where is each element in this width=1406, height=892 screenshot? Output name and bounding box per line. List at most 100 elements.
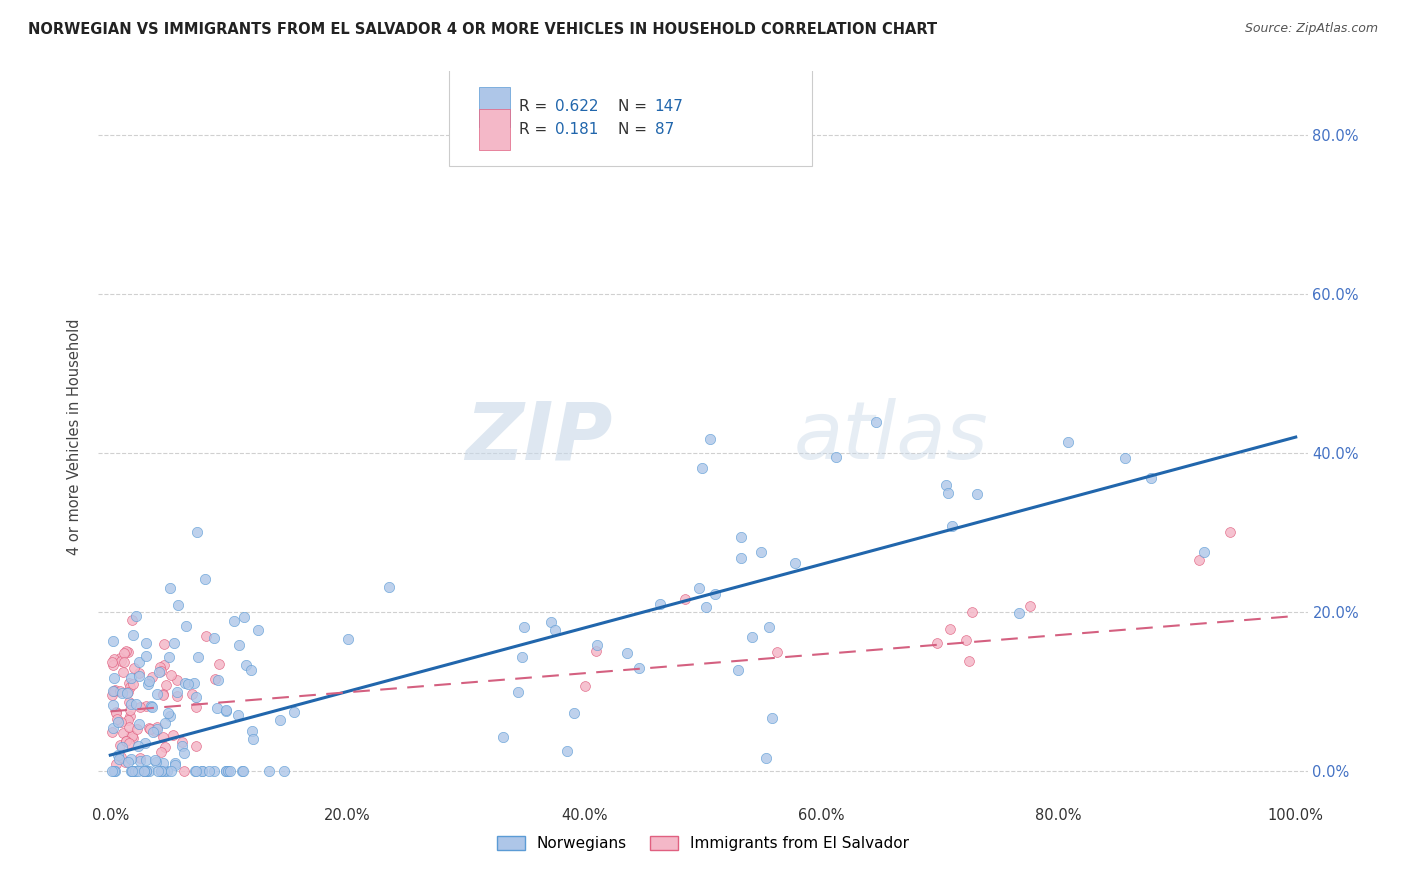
Point (562, 706, 585, 720)
Point (145, 755, 167, 769)
Point (101, 655, 124, 669)
Point (513, 620, 536, 634)
Point (190, 764, 212, 778)
Point (187, 650, 209, 665)
Point (101, 684, 124, 698)
Point (141, 700, 163, 714)
Point (117, 755, 139, 769)
Point (242, 732, 264, 747)
Point (183, 764, 205, 778)
Point (699, 432, 721, 446)
Point (128, 716, 150, 731)
Point (758, 619, 780, 633)
Point (121, 729, 143, 743)
Point (215, 704, 238, 718)
Point (120, 764, 142, 778)
Text: ZIP: ZIP (465, 398, 613, 476)
Point (218, 764, 240, 778)
Point (110, 684, 132, 698)
Point (107, 712, 129, 726)
Point (510, 649, 533, 664)
Text: 0.622: 0.622 (555, 99, 599, 114)
Point (173, 746, 195, 760)
Point (117, 713, 139, 727)
Point (101, 634, 124, 648)
Point (153, 637, 176, 651)
Point (783, 557, 806, 571)
Point (134, 764, 156, 778)
Point (101, 658, 124, 673)
Point (246, 623, 269, 637)
Point (136, 677, 159, 691)
Point (152, 731, 174, 745)
Point (228, 638, 250, 652)
Text: atlas: atlas (793, 398, 988, 476)
Point (704, 587, 727, 601)
Point (1194, 545, 1216, 559)
Point (378, 580, 401, 594)
Point (120, 752, 142, 766)
Point (125, 697, 148, 711)
Point (111, 686, 134, 700)
Point (128, 665, 150, 680)
Point (150, 745, 173, 759)
Point (966, 487, 988, 501)
Point (104, 705, 127, 719)
Point (118, 720, 141, 734)
Point (162, 728, 184, 742)
Point (153, 658, 176, 673)
Point (755, 751, 778, 765)
Point (103, 764, 125, 778)
Point (118, 676, 141, 690)
Point (149, 764, 172, 778)
Point (152, 688, 174, 702)
Point (226, 707, 249, 722)
Point (108, 739, 131, 753)
FancyBboxPatch shape (449, 64, 811, 167)
Point (170, 739, 193, 754)
Point (695, 600, 717, 615)
Point (215, 764, 238, 778)
Point (574, 680, 596, 694)
Point (132, 764, 155, 778)
Point (159, 581, 181, 595)
Point (544, 623, 567, 637)
Point (155, 740, 177, 755)
Point (105, 706, 128, 720)
Point (673, 592, 696, 607)
Point (118, 703, 141, 717)
Point (269, 713, 291, 727)
Legend: Norwegians, Immigrants from El Salvador: Norwegians, Immigrants from El Salvador (491, 830, 915, 857)
Point (110, 715, 132, 730)
Point (257, 764, 280, 778)
Point (214, 764, 236, 778)
Text: Source: ZipAtlas.com: Source: ZipAtlas.com (1244, 22, 1378, 36)
Point (765, 645, 787, 659)
Point (173, 675, 195, 690)
Point (101, 725, 124, 739)
Point (121, 613, 143, 627)
Point (162, 636, 184, 650)
Point (1219, 525, 1241, 540)
Point (925, 636, 948, 650)
Point (184, 764, 207, 778)
Point (152, 764, 174, 778)
Point (727, 664, 749, 678)
Point (194, 629, 217, 643)
Point (132, 764, 155, 778)
Point (690, 460, 713, 475)
Point (586, 638, 609, 652)
Point (215, 703, 238, 717)
Point (163, 757, 186, 772)
Point (152, 756, 174, 771)
Point (191, 764, 214, 778)
Point (112, 646, 135, 660)
Point (118, 736, 141, 750)
Point (135, 649, 157, 664)
Point (156, 764, 179, 778)
Point (174, 619, 197, 633)
Point (145, 722, 167, 736)
Point (150, 664, 173, 678)
Point (204, 673, 226, 687)
Point (107, 752, 129, 766)
